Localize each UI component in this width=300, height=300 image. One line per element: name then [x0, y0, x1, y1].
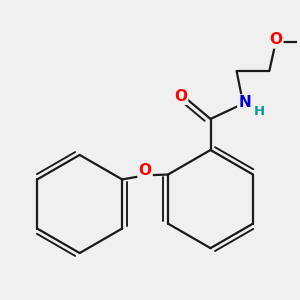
Text: N: N — [238, 95, 251, 110]
Text: O: O — [139, 163, 152, 178]
Text: O: O — [269, 32, 282, 47]
Text: H: H — [254, 105, 265, 118]
Text: O: O — [174, 89, 187, 104]
